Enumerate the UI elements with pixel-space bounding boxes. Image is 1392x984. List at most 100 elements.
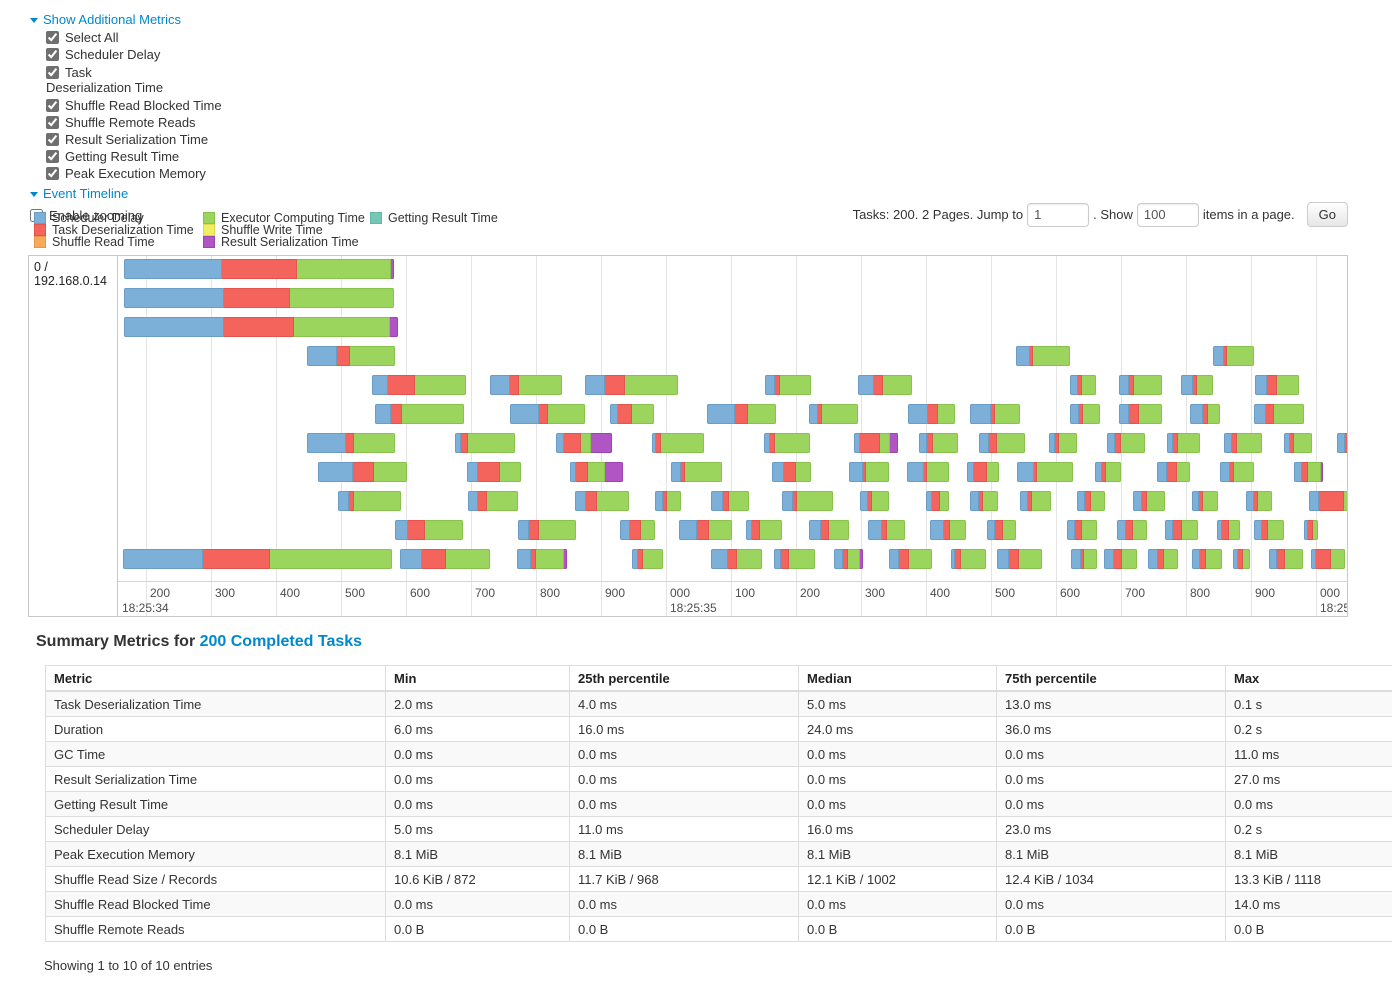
task-bar[interactable]: [1337, 433, 1347, 453]
task-bar[interactable]: [858, 375, 912, 395]
task-bar[interactable]: [124, 317, 398, 337]
task-bar[interactable]: [951, 549, 986, 569]
column-header-max[interactable]: Max: [1225, 665, 1392, 692]
task-bar[interactable]: [907, 462, 949, 482]
task-bar[interactable]: [338, 491, 401, 511]
task-bar[interactable]: [746, 520, 782, 540]
task-bar[interactable]: [1119, 375, 1162, 395]
task-bar[interactable]: [1165, 520, 1198, 540]
task-bar[interactable]: [1269, 549, 1303, 569]
task-bar[interactable]: [585, 375, 678, 395]
column-header-median[interactable]: Median: [798, 665, 997, 692]
task-bar[interactable]: [1020, 491, 1051, 511]
task-bar[interactable]: [1148, 549, 1178, 569]
task-bar[interactable]: [517, 549, 567, 569]
task-bar[interactable]: [1255, 375, 1299, 395]
completed-tasks-link[interactable]: 200 Completed Tasks: [199, 633, 363, 650]
task-bar[interactable]: [1246, 491, 1272, 511]
metric-checkbox[interactable]: [46, 167, 59, 180]
jump-to-page-input[interactable]: [1027, 202, 1090, 227]
task-bar[interactable]: [834, 549, 863, 569]
task-bar[interactable]: [671, 462, 722, 482]
task-bar[interactable]: [782, 491, 833, 511]
task-bar[interactable]: [655, 491, 681, 511]
task-bar[interactable]: [575, 491, 629, 511]
task-bar[interactable]: [764, 433, 810, 453]
task-bar[interactable]: [987, 520, 1016, 540]
task-bar[interactable]: [570, 462, 623, 482]
column-header-25th-percentile[interactable]: 25th percentile: [569, 665, 799, 692]
task-bar[interactable]: [1070, 375, 1096, 395]
task-bar[interactable]: [1192, 491, 1218, 511]
task-bar[interactable]: [1016, 346, 1070, 366]
task-bar[interactable]: [772, 462, 811, 482]
task-bar[interactable]: [1067, 520, 1097, 540]
metric-checkbox[interactable]: [46, 133, 59, 146]
task-bar[interactable]: [1017, 462, 1073, 482]
task-bar[interactable]: [1311, 549, 1345, 569]
task-bar[interactable]: [1233, 549, 1250, 569]
metric-checkbox[interactable]: [46, 66, 59, 79]
task-bar[interactable]: [849, 462, 889, 482]
task-bar[interactable]: [997, 549, 1042, 569]
task-bar[interactable]: [1254, 520, 1284, 540]
task-bar[interactable]: [711, 549, 762, 569]
task-bar[interactable]: [1304, 520, 1318, 540]
task-bar[interactable]: [1220, 462, 1254, 482]
task-bar[interactable]: [711, 491, 749, 511]
task-bar[interactable]: [854, 433, 898, 453]
task-bar[interactable]: [1133, 491, 1165, 511]
task-bar[interactable]: [860, 491, 889, 511]
task-bar[interactable]: [1224, 433, 1262, 453]
column-header-75th-percentile[interactable]: 75th percentile: [996, 665, 1226, 692]
task-bar[interactable]: [610, 404, 654, 424]
task-bar[interactable]: [1167, 433, 1200, 453]
task-bar[interactable]: [124, 288, 394, 308]
task-bar[interactable]: [375, 404, 464, 424]
task-bar[interactable]: [1104, 549, 1137, 569]
task-bar[interactable]: [979, 433, 1025, 453]
task-bar[interactable]: [1217, 520, 1240, 540]
task-bar[interactable]: [467, 462, 521, 482]
task-bar[interactable]: [620, 520, 655, 540]
task-bar[interactable]: [967, 462, 999, 482]
task-bar[interactable]: [372, 375, 466, 395]
metric-checkbox[interactable]: [46, 99, 59, 112]
task-bar[interactable]: [318, 462, 407, 482]
task-bar[interactable]: [395, 520, 463, 540]
task-bar[interactable]: [518, 520, 576, 540]
task-bar[interactable]: [400, 549, 490, 569]
task-bar[interactable]: [926, 491, 949, 511]
task-bar[interactable]: [1077, 491, 1105, 511]
task-bar[interactable]: [123, 549, 392, 569]
task-bar[interactable]: [468, 491, 518, 511]
task-bar[interactable]: [765, 375, 811, 395]
column-header-metric[interactable]: Metric: [45, 665, 386, 692]
task-bar[interactable]: [809, 404, 858, 424]
column-header-min[interactable]: Min: [385, 665, 570, 692]
items-per-page-input[interactable]: [1136, 202, 1199, 227]
task-bar[interactable]: [510, 404, 585, 424]
task-bar[interactable]: [809, 520, 849, 540]
metric-checkbox[interactable]: [46, 31, 59, 44]
metric-checkbox[interactable]: [46, 116, 59, 129]
task-bar[interactable]: [490, 375, 562, 395]
task-bar[interactable]: [1190, 404, 1220, 424]
task-bar[interactable]: [1095, 462, 1121, 482]
task-bar[interactable]: [679, 520, 732, 540]
task-bar[interactable]: [1309, 491, 1347, 511]
task-bar[interactable]: [889, 549, 932, 569]
task-bar[interactable]: [707, 404, 776, 424]
task-bar[interactable]: [774, 549, 815, 569]
task-bar[interactable]: [124, 259, 394, 279]
task-bar[interactable]: [1213, 346, 1254, 366]
task-bar[interactable]: [1117, 520, 1147, 540]
task-bar[interactable]: [1254, 404, 1304, 424]
task-bar[interactable]: [1070, 404, 1100, 424]
task-bar[interactable]: [652, 433, 704, 453]
task-bar[interactable]: [1107, 433, 1145, 453]
task-bar[interactable]: [307, 433, 395, 453]
task-bar[interactable]: [919, 433, 958, 453]
metric-checkbox[interactable]: [46, 150, 59, 163]
task-bar[interactable]: [970, 404, 1020, 424]
